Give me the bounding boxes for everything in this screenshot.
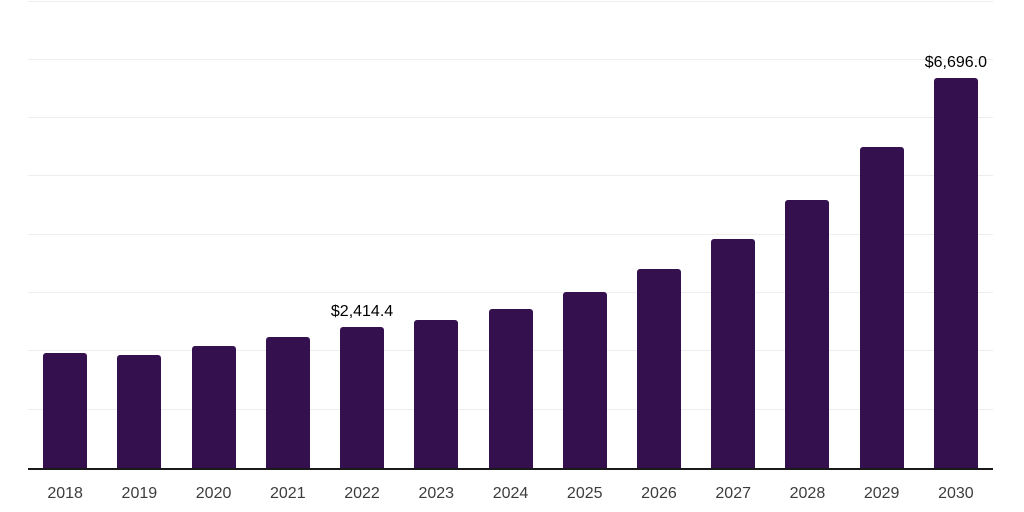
x-axis-line <box>28 468 993 470</box>
gridline <box>28 292 993 294</box>
bar-2023[interactable] <box>414 320 459 468</box>
x-tick-2025: 2025 <box>566 485 603 502</box>
x-tick-2027: 2027 <box>715 485 751 502</box>
bar-2018[interactable] <box>43 353 88 468</box>
x-tick-2019: 2019 <box>121 485 158 502</box>
gridline <box>28 175 993 177</box>
bar-2024[interactable] <box>488 308 533 468</box>
x-axis-labels: 2018 2019 2020 2021 2022 2023 2024 2025 2026 2027… <box>28 484 993 504</box>
bar-2028[interactable] <box>785 199 830 468</box>
x-tick-2022: 2022 <box>344 485 380 502</box>
gridline <box>28 233 993 235</box>
gridline <box>28 58 993 60</box>
gridline <box>28 0 993 2</box>
bar-2021[interactable] <box>265 336 310 468</box>
bar-2025[interactable] <box>562 292 607 468</box>
x-tick-2026: 2026 <box>641 485 677 502</box>
x-tick-2020: 2020 <box>195 485 232 502</box>
bar-2030[interactable] <box>933 77 978 468</box>
gridline <box>28 117 993 119</box>
bar-2027[interactable] <box>711 239 756 468</box>
x-tick-2018: 2018 <box>47 485 83 502</box>
value-label-2022: $2,414.4 <box>330 303 394 321</box>
x-tick-2024: 2024 <box>492 485 529 502</box>
plot-area: $2,414.4 $6,696.0 <box>28 0 993 470</box>
x-tick-2023: 2023 <box>418 485 455 502</box>
x-tick-2030: 2030 <box>938 485 974 502</box>
value-label-2030: $6,696.0 <box>924 53 988 71</box>
bar-2019[interactable] <box>117 355 162 468</box>
bar-2020[interactable] <box>191 346 236 468</box>
bar-2022[interactable] <box>340 327 385 468</box>
x-tick-2029: 2029 <box>863 485 900 502</box>
bar-2026[interactable] <box>636 268 681 468</box>
x-tick-2028: 2028 <box>789 485 826 502</box>
bar-2029[interactable] <box>859 147 904 468</box>
x-tick-2021: 2021 <box>270 485 306 502</box>
